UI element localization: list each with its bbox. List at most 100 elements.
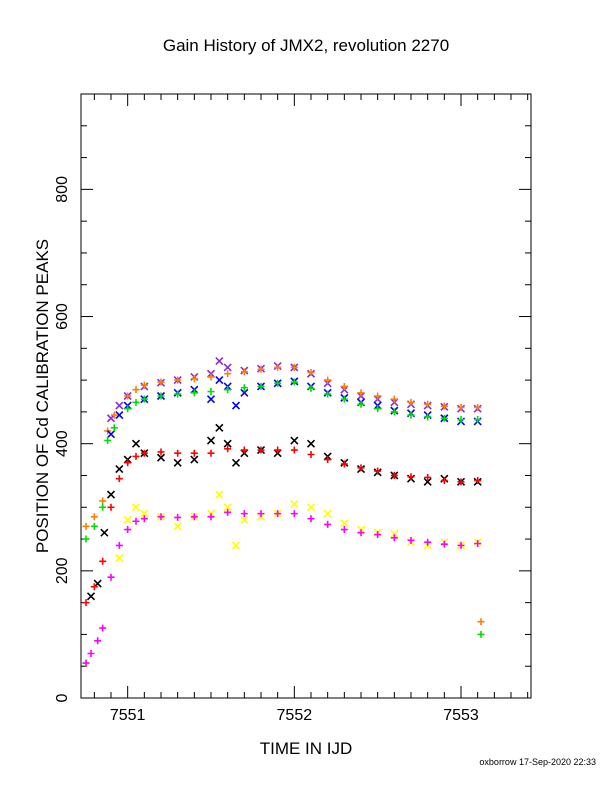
data-point: [140, 381, 148, 389]
x-axis-title: TIME IN IJD: [260, 739, 353, 758]
data-point: [424, 400, 432, 408]
data-point: [124, 392, 132, 400]
data-point: [257, 365, 265, 373]
data-point: [223, 439, 232, 448]
axes-layer: 7551 7552 7553 0 200 400 600 800: [54, 93, 532, 724]
chart-title: Gain History of JMX2, revolution 2270: [162, 36, 450, 55]
data-point: [157, 513, 165, 521]
data-point: [274, 363, 282, 371]
data-point: [115, 401, 124, 410]
data-point: [440, 540, 448, 548]
data-point: [215, 376, 224, 385]
data-point: [173, 458, 182, 467]
data-point: [87, 649, 95, 657]
data-point: [224, 370, 232, 378]
data-point: [82, 659, 90, 667]
data-point: [474, 416, 482, 424]
data-point: [215, 423, 224, 432]
y-axis-title: POSITION OF Cd CALIBRATION PEAKS: [33, 239, 52, 553]
data-point: [231, 458, 241, 467]
data-point: [90, 522, 98, 530]
data-point: [240, 368, 248, 376]
data-point: [106, 414, 116, 423]
data-point: [224, 508, 232, 516]
data-point: [206, 395, 216, 404]
data-point: [240, 446, 248, 454]
data-point: [223, 503, 232, 512]
data-point: [115, 554, 124, 563]
data-point: [99, 624, 107, 632]
data-point: [124, 526, 132, 534]
data-point: [140, 395, 148, 403]
data-point: [157, 378, 165, 386]
data-point: [440, 402, 448, 410]
data-point: [290, 510, 298, 518]
data-point: [424, 473, 432, 481]
data-point: [190, 513, 198, 521]
series-6: [115, 490, 482, 563]
data-point: [474, 403, 482, 411]
data-point: [104, 437, 112, 445]
data-point: [390, 471, 398, 479]
data-point: [140, 515, 148, 523]
data-point: [457, 541, 465, 549]
data-point: [240, 510, 248, 518]
y-tick-label: 800: [54, 176, 71, 203]
data-point: [106, 490, 116, 499]
data-point: [174, 449, 182, 457]
data-point: [357, 529, 365, 537]
x-tick-label: 7551: [110, 707, 146, 724]
data-point: [357, 400, 365, 408]
data-point: [231, 541, 241, 550]
data-point: [340, 519, 349, 528]
data-point: [474, 540, 482, 548]
data-point: [424, 413, 432, 421]
series-3: [82, 378, 485, 638]
data-point: [477, 630, 485, 638]
data-point: [474, 477, 482, 485]
data-point: [207, 373, 215, 381]
data-point: [174, 390, 182, 398]
data-point: [115, 541, 123, 549]
data-point: [107, 503, 115, 511]
data-point: [477, 618, 485, 626]
data-point: [174, 513, 182, 521]
data-point: [99, 503, 107, 511]
data-point: [307, 450, 315, 458]
data-point: [82, 599, 90, 607]
data-point: [307, 515, 315, 523]
data-point: [257, 510, 265, 518]
data-point: [190, 389, 198, 397]
data-point: [231, 401, 241, 410]
data-point: [307, 384, 315, 392]
data-point: [223, 363, 232, 372]
x-tick-label: 7553: [443, 707, 479, 724]
data-point: [100, 528, 109, 537]
data-point: [390, 395, 398, 403]
data-point: [340, 460, 348, 468]
data-point: [156, 453, 166, 462]
data-point: [90, 583, 98, 591]
x-tick-label: 7552: [277, 707, 313, 724]
plot-frame: [80, 93, 532, 699]
data-point: [190, 455, 199, 464]
data-point: [224, 445, 232, 453]
data-point: [374, 392, 382, 400]
data-point: [174, 376, 182, 384]
data-point: [207, 388, 215, 396]
data-point: [240, 515, 249, 525]
data-point: [440, 414, 448, 422]
data-point: [457, 478, 465, 486]
series-1: [82, 363, 485, 626]
data-point: [94, 637, 102, 645]
data-point: [82, 522, 90, 530]
data-point: [131, 439, 141, 448]
data-point: [290, 500, 299, 509]
data-point: [374, 405, 382, 413]
data-point: [324, 520, 332, 528]
data-point: [357, 389, 365, 397]
data-point: [390, 534, 398, 542]
data-point: [240, 388, 249, 397]
data-point: [390, 408, 398, 416]
